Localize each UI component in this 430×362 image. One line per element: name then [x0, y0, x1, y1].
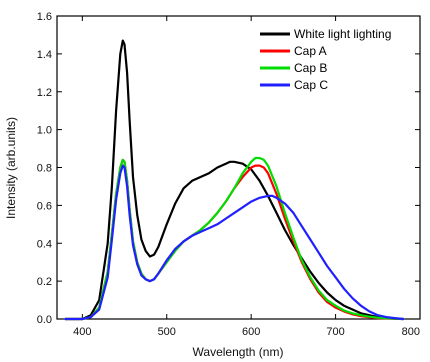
x-tick-label: 700	[326, 326, 344, 338]
series-line-cap-c	[64, 164, 405, 321]
y-tick-label: 1.0	[37, 125, 52, 137]
y-axis-label: Intensity (arb.units)	[4, 117, 18, 219]
plot-frame	[56, 15, 421, 320]
x-axis: 400 500 600 700 800	[73, 16, 421, 338]
series-line-cap-b	[64, 156, 405, 321]
series-line-white-light-lighting	[64, 39, 405, 321]
y-tick-label: 1.4	[37, 49, 52, 61]
y-tick-label: 0.0	[37, 314, 52, 326]
y-axis: 0.0 0.2 0.4 0.6 0.8 1.0 1.2 1.4 1.6	[37, 11, 420, 326]
x-tick-label: 800	[402, 326, 420, 338]
y-tick-label: 0.8	[37, 163, 52, 175]
legend-label-white-light: White light lighting	[294, 27, 391, 41]
x-axis-label: Wavelength (nm)	[193, 345, 284, 359]
x-tick-label: 500	[158, 326, 176, 338]
x-tick-label: 600	[242, 326, 260, 338]
x-tick-label: 400	[73, 326, 91, 338]
y-tick-label: 0.4	[37, 238, 52, 250]
y-tick-label: 0.6	[37, 200, 52, 212]
y-tick-label: 1.2	[37, 87, 52, 99]
series-lines	[64, 39, 405, 321]
series-line-cap-a	[64, 158, 405, 321]
y-tick-label: 1.6	[37, 11, 52, 23]
legend-label-cap-a: Cap A	[294, 44, 327, 58]
legend: White light lighting Cap A Cap B Cap C	[260, 27, 391, 92]
legend-label-cap-b: Cap B	[294, 61, 327, 75]
y-tick-label: 0.2	[37, 276, 52, 288]
legend-label-cap-c: Cap C	[294, 78, 328, 92]
